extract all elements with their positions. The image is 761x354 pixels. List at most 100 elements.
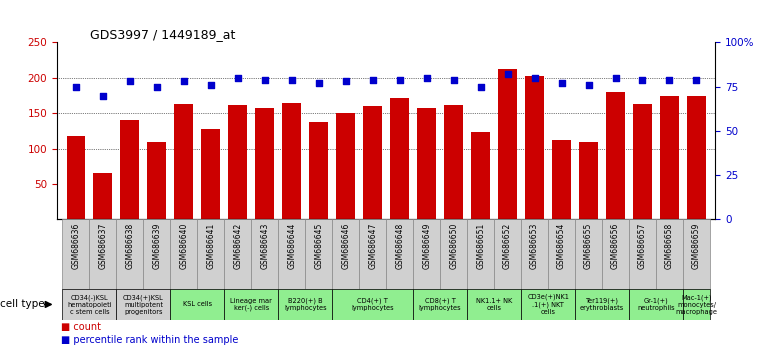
Point xyxy=(475,84,487,90)
Text: GSM686637: GSM686637 xyxy=(98,223,107,269)
Point xyxy=(124,79,136,84)
Bar xyxy=(94,173,113,219)
FancyBboxPatch shape xyxy=(629,289,683,320)
Text: GSM686643: GSM686643 xyxy=(260,223,269,269)
Text: Gr-1(+)
neutrophils: Gr-1(+) neutrophils xyxy=(637,298,675,311)
Text: Mac-1(+)
monocytes/
macrophage: Mac-1(+) monocytes/ macrophage xyxy=(676,294,718,315)
Bar xyxy=(471,132,490,219)
Bar xyxy=(336,113,355,219)
Bar xyxy=(66,136,85,219)
FancyBboxPatch shape xyxy=(413,289,467,320)
FancyBboxPatch shape xyxy=(170,219,197,289)
Text: GSM686651: GSM686651 xyxy=(476,223,485,269)
Text: CD34(-)KSL
hematopoieti
c stem cells: CD34(-)KSL hematopoieti c stem cells xyxy=(67,294,112,315)
FancyBboxPatch shape xyxy=(521,219,548,289)
FancyBboxPatch shape xyxy=(197,219,224,289)
Bar xyxy=(148,142,167,219)
Bar xyxy=(174,104,193,219)
FancyBboxPatch shape xyxy=(413,219,440,289)
FancyBboxPatch shape xyxy=(251,219,279,289)
FancyBboxPatch shape xyxy=(170,289,224,320)
Text: GSM686652: GSM686652 xyxy=(503,223,512,269)
Bar xyxy=(552,140,571,219)
Point xyxy=(664,77,676,82)
Text: ■ count: ■ count xyxy=(61,322,101,332)
Point xyxy=(421,75,433,81)
FancyBboxPatch shape xyxy=(656,219,683,289)
Point xyxy=(97,93,109,98)
Point xyxy=(151,84,163,90)
Text: cell type: cell type xyxy=(0,299,45,309)
Text: GSM686636: GSM686636 xyxy=(72,223,81,269)
Bar xyxy=(309,122,328,219)
Point xyxy=(259,77,271,82)
Text: Ter119(+)
erythroblasts: Ter119(+) erythroblasts xyxy=(580,298,624,311)
Point xyxy=(636,77,648,82)
Point xyxy=(339,79,352,84)
Point xyxy=(367,77,379,82)
Text: GSM686645: GSM686645 xyxy=(314,223,323,269)
FancyBboxPatch shape xyxy=(359,219,386,289)
FancyBboxPatch shape xyxy=(683,219,710,289)
Text: CD8(+) T
lymphocytes: CD8(+) T lymphocytes xyxy=(419,298,461,311)
Point xyxy=(393,77,406,82)
Point xyxy=(285,77,298,82)
Bar xyxy=(498,69,517,219)
Bar xyxy=(228,105,247,219)
FancyBboxPatch shape xyxy=(602,219,629,289)
Text: GSM686657: GSM686657 xyxy=(638,223,647,269)
Bar xyxy=(202,129,220,219)
Bar xyxy=(390,98,409,219)
FancyBboxPatch shape xyxy=(305,219,333,289)
Point xyxy=(690,77,702,82)
Text: CD3e(+)NK1
.1(+) NKT
cells: CD3e(+)NK1 .1(+) NKT cells xyxy=(527,294,569,315)
Text: CD4(+) T
lymphocytes: CD4(+) T lymphocytes xyxy=(352,298,394,311)
Text: GSM686653: GSM686653 xyxy=(530,223,539,269)
Bar xyxy=(579,142,598,219)
Bar xyxy=(444,105,463,219)
Text: GSM686659: GSM686659 xyxy=(692,223,701,269)
Text: ■ percentile rank within the sample: ■ percentile rank within the sample xyxy=(61,335,238,345)
Text: GSM686646: GSM686646 xyxy=(341,223,350,269)
Bar xyxy=(687,96,706,219)
Text: NK1.1+ NK
cells: NK1.1+ NK cells xyxy=(476,298,512,311)
Point xyxy=(178,79,190,84)
Text: Lineage mar
ker(-) cells: Lineage mar ker(-) cells xyxy=(231,298,272,311)
Text: GDS3997 / 1449189_at: GDS3997 / 1449189_at xyxy=(90,28,235,41)
Text: GSM686655: GSM686655 xyxy=(584,223,593,269)
Bar xyxy=(633,104,652,219)
Text: GSM686649: GSM686649 xyxy=(422,223,431,269)
Text: GSM686641: GSM686641 xyxy=(206,223,215,269)
Bar xyxy=(120,120,139,219)
Point xyxy=(582,82,594,88)
Bar xyxy=(363,106,382,219)
Text: B220(+) B
lymphocytes: B220(+) B lymphocytes xyxy=(284,298,326,311)
Text: KSL cells: KSL cells xyxy=(183,302,212,307)
Bar xyxy=(417,108,436,219)
Point xyxy=(205,82,217,88)
Text: GSM686647: GSM686647 xyxy=(368,223,377,269)
FancyBboxPatch shape xyxy=(62,289,116,320)
Bar xyxy=(256,108,274,219)
Bar xyxy=(282,103,301,219)
Text: GSM686638: GSM686638 xyxy=(126,223,135,269)
FancyBboxPatch shape xyxy=(333,219,359,289)
FancyBboxPatch shape xyxy=(224,219,251,289)
FancyBboxPatch shape xyxy=(575,219,602,289)
FancyBboxPatch shape xyxy=(224,289,279,320)
FancyBboxPatch shape xyxy=(467,219,494,289)
FancyBboxPatch shape xyxy=(521,289,575,320)
FancyBboxPatch shape xyxy=(467,289,521,320)
FancyBboxPatch shape xyxy=(116,219,143,289)
Bar xyxy=(660,96,679,219)
Point xyxy=(528,75,540,81)
Text: GSM686644: GSM686644 xyxy=(288,223,296,269)
FancyBboxPatch shape xyxy=(575,289,629,320)
Text: GSM686648: GSM686648 xyxy=(395,223,404,269)
FancyBboxPatch shape xyxy=(116,289,170,320)
FancyBboxPatch shape xyxy=(440,219,467,289)
FancyBboxPatch shape xyxy=(548,219,575,289)
FancyBboxPatch shape xyxy=(683,289,710,320)
FancyBboxPatch shape xyxy=(333,289,413,320)
FancyBboxPatch shape xyxy=(386,219,413,289)
